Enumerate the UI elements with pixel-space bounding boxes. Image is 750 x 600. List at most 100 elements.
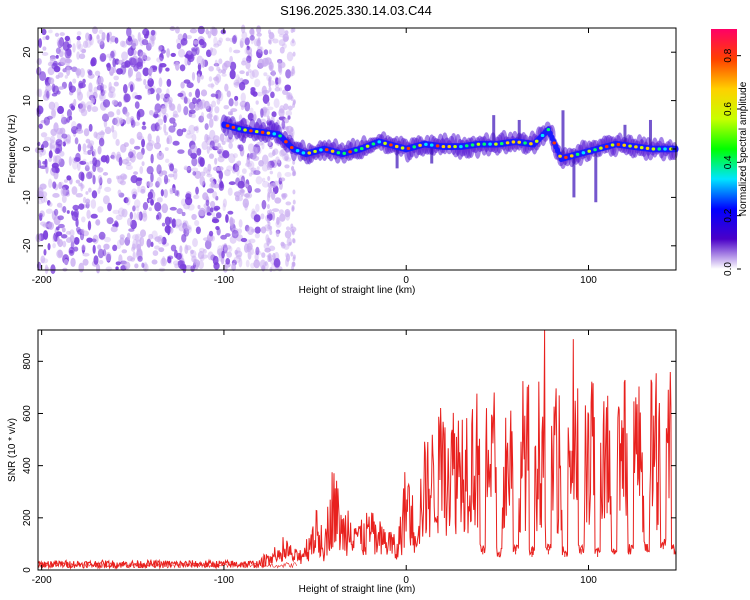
noise-dot [154,245,160,250]
noise-dot [178,223,185,232]
noise-dot [53,101,59,111]
noise-dot [57,105,65,115]
noise-dot [278,39,286,47]
noise-dot [210,254,216,261]
ridge-peak [552,141,557,145]
noise-dot [62,240,67,248]
noise-dot [42,230,49,240]
noise-dot [234,95,239,101]
ridge-peak [231,125,236,129]
noise-dot [134,263,139,269]
noise-dot [155,87,162,94]
noise-dot [58,223,65,229]
noise-dot [164,158,170,164]
noise-dot [133,212,137,222]
noise-dot [39,71,47,82]
noise-dot [101,113,110,122]
noise-dot [185,224,192,234]
noise-dot [38,38,43,48]
noise-dot [216,40,222,47]
colorbar-tick-label: 0.4 [723,155,734,169]
ridge-peak [476,142,481,146]
noise-dot [50,264,56,275]
noise-dot [275,230,280,238]
noise-dot [177,33,184,41]
noise-dot [44,136,52,142]
noise-dot [232,153,238,159]
noise-dot [278,76,282,85]
noise-dot [76,35,81,41]
noise-dot [177,149,185,154]
noise-dot [193,126,199,132]
ridge-peak [470,143,475,147]
noise-dot [96,263,101,274]
noise-dot [282,33,289,43]
noise-dot [253,259,261,269]
noise-dot [183,227,190,237]
noise-dot [184,220,189,231]
noise-dot [246,45,250,51]
noise-dot [102,249,107,257]
noise-dot [237,180,245,189]
noise-dot [111,99,118,106]
noise-dot [278,33,286,38]
noise-dot [158,77,163,88]
noise-dot [51,165,59,173]
noise-dot [159,53,164,62]
noise-dot [252,146,258,157]
noise-dot [173,170,178,181]
noise-dot [55,143,63,154]
noise-dot [111,125,115,133]
noise-dot [196,73,201,84]
noise-dot [261,199,267,210]
noise-dot [252,111,257,120]
noise-dot [187,203,195,211]
noise-dot [69,235,75,243]
noise-dot [98,137,105,147]
noise-dot [226,251,233,258]
noise-dot [224,169,231,177]
noise-dot [98,92,106,102]
spectrogram-y-tick-label: 10 [22,95,33,107]
ridge-peak [505,141,510,145]
noise-dot [91,238,97,243]
noise-dot [184,196,193,206]
spectrogram-x-tick-label: 100 [580,275,597,286]
noise-dot [112,117,118,126]
noise-dot [244,192,253,199]
colorbar-tick-label: 0.8 [723,48,734,62]
noise-dot [76,69,80,79]
noise-dot [52,234,56,243]
noise-dot [106,217,114,225]
noise-dot [288,241,292,246]
noise-dot [44,264,49,274]
noise-dot [249,107,254,114]
ridge-peak [499,141,504,146]
noise-dot [291,38,295,44]
noise-dot [260,108,264,118]
noise-dot [102,172,109,176]
noise-dot [269,188,273,194]
noise-dot [212,135,220,143]
noise-dot [141,138,146,148]
noise-dot [96,84,103,91]
noise-dot [228,47,233,53]
noise-dot [79,160,87,165]
noise-dot [146,142,154,152]
ridge-peak [651,147,656,151]
noise-dot [122,174,128,180]
noise-dot [255,100,259,105]
noise-dot [124,111,130,117]
ridge-peak [669,147,673,151]
noise-dot [132,205,136,212]
noise-dot [214,157,218,165]
noise-dot [86,89,94,100]
noise-dot [186,35,192,40]
noise-dot [139,166,144,175]
noise-dot [36,58,42,65]
noise-dot [225,258,231,265]
noise-dot [210,48,217,56]
noise-dot [234,100,239,107]
noise-dot [169,117,176,124]
noise-dot [202,248,207,254]
